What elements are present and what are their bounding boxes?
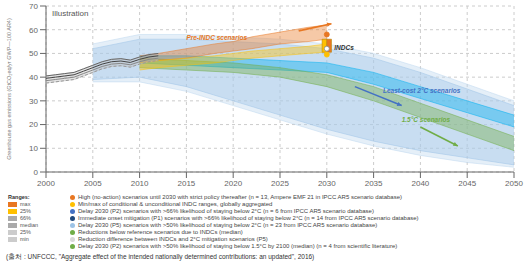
html-text:25%: 25% <box>20 229 31 235</box>
html-text:median: median <box>20 222 38 228</box>
svg-text:2035: 2035 <box>365 179 383 188</box>
html-text:max: max <box>20 201 31 207</box>
svg-text:2020: 2020 <box>224 179 242 188</box>
svg-text:1.5°C scenarios: 1.5°C scenarios <box>402 116 451 123</box>
svg-text:2025: 2025 <box>271 179 289 188</box>
svg-text:Greenhouse gas emissions (GtCO: Greenhouse gas emissions (GtCO₂eq/yr GWP… <box>8 18 12 160</box>
svg-text:2005: 2005 <box>84 179 102 188</box>
html-text:Immediate onset mitigation (P1: Immediate onset mitigation (P1) scenario… <box>78 215 419 221</box>
html-text:Reductions below reference sce: Reductions below reference scenarios due… <box>78 229 243 235</box>
svg-text:2045: 2045 <box>458 179 476 188</box>
svg-text:60: 60 <box>29 26 38 35</box>
svg-text:2050: 2050 <box>505 179 518 188</box>
svg-text:40: 40 <box>29 73 38 82</box>
svg-text:70: 70 <box>29 2 38 11</box>
svg-text:0: 0 <box>34 168 39 177</box>
html-text:Ranges:: Ranges: <box>8 194 30 200</box>
html-text:Reduction difference between I: Reduction difference between INDCs and 2… <box>78 236 268 242</box>
html-text:(출처 : UNFCCC, "Aggregate effec: (출처 : UNFCCC, "Aggregate effect of the i… <box>6 253 315 260</box>
svg-text:INDCs: INDCs <box>334 44 354 51</box>
html-text:Delay 2030 (P2) scenarios with: Delay 2030 (P2) scenarios with >50% like… <box>78 243 398 249</box>
html-text:High (no-action) scenarios unt: High (no-action) scenarios until 2030 wi… <box>78 194 402 200</box>
svg-text:20: 20 <box>29 120 38 129</box>
html-text:Min/max of conditional & uncon: Min/max of conditional & unconditional I… <box>78 201 273 207</box>
svg-text:2030: 2030 <box>318 179 336 188</box>
html-text:Delay 2030 (P5) scenarios with: Delay 2030 (P5) scenarios with >50% like… <box>78 222 378 228</box>
svg-text:Pre-INDC scenarios: Pre-INDC scenarios <box>186 34 247 41</box>
svg-text:2040: 2040 <box>412 179 430 188</box>
svg-text:2000: 2000 <box>37 179 55 188</box>
svg-text:2015: 2015 <box>178 179 196 188</box>
svg-text:10: 10 <box>29 144 38 153</box>
html-text:Illustration: Illustration <box>52 9 89 18</box>
svg-text:30: 30 <box>29 97 38 106</box>
html-text:25%: 25% <box>20 208 31 214</box>
svg-text:2010: 2010 <box>131 179 149 188</box>
svg-text:Least-cost 2°C scenarios: Least-cost 2°C scenarios <box>383 87 461 94</box>
html-text:66%: 66% <box>20 215 31 221</box>
html-text:Delay 2030 (P2) scenarios with: Delay 2030 (P2) scenarios with >66% like… <box>78 208 374 214</box>
svg-text:50: 50 <box>29 49 38 58</box>
html-text:min: min <box>20 236 29 242</box>
